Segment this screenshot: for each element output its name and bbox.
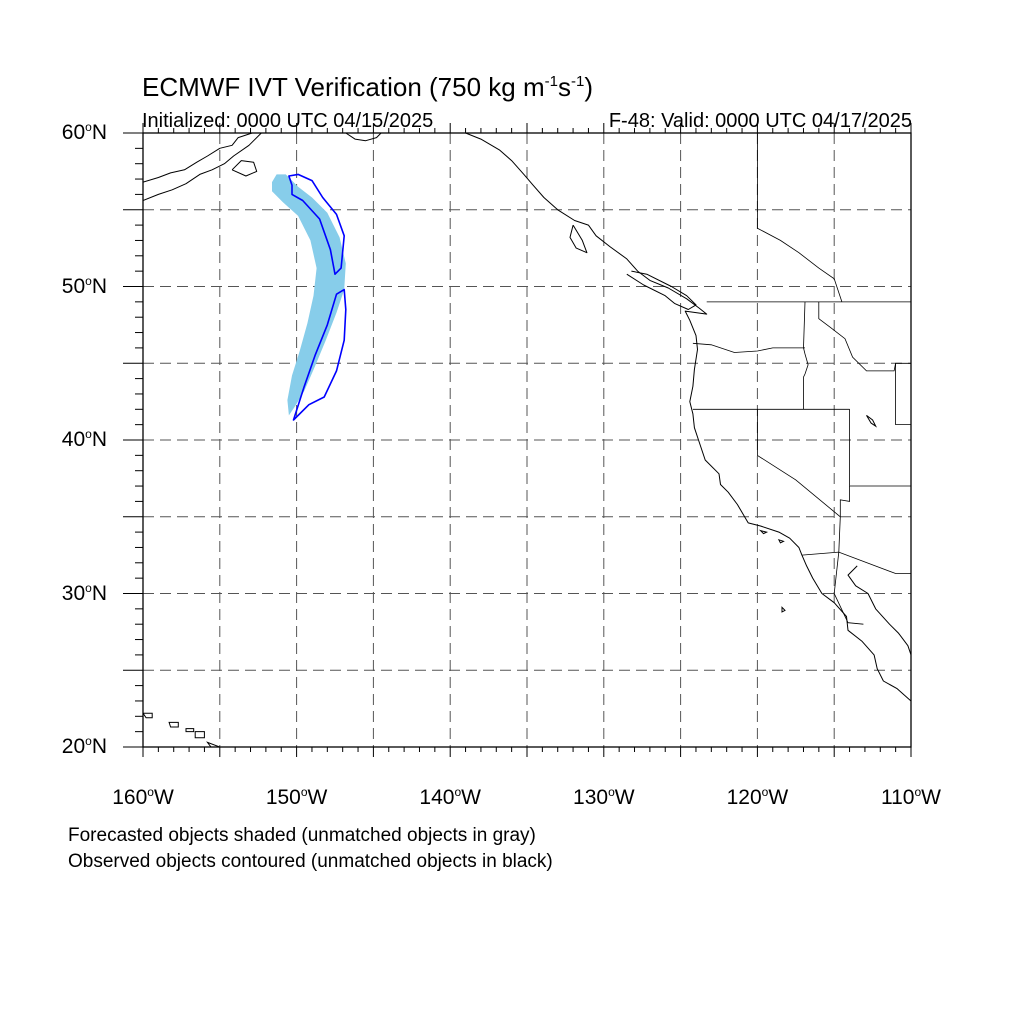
legend-forecast-note: Forecasted objects shaded (unmatched obj… xyxy=(68,825,536,846)
state-boundary xyxy=(757,133,843,303)
lon-label: 120oW xyxy=(726,785,789,809)
observed-ivt-contour-south xyxy=(292,288,347,421)
coastline xyxy=(626,270,697,310)
lat-label: 20oN xyxy=(61,734,107,758)
island xyxy=(168,721,179,728)
state-boundary xyxy=(757,409,841,553)
state-boundary xyxy=(801,551,911,574)
state-boundary xyxy=(818,301,911,372)
state-boundary xyxy=(849,409,911,487)
coastline xyxy=(231,160,258,177)
state-boundary xyxy=(692,342,805,353)
lat-label: 30oN xyxy=(61,580,107,605)
island xyxy=(758,529,769,535)
coastline xyxy=(910,133,911,143)
initialized-label: Initialized: 0000 UTC 04/15/2025 xyxy=(142,110,434,132)
observed-ivt-contour-north xyxy=(288,173,346,276)
lat-label: 60oN xyxy=(61,120,107,144)
state-boundary xyxy=(839,486,850,517)
state-boundary xyxy=(803,301,809,410)
axis-ticks xyxy=(123,123,912,757)
island xyxy=(781,606,786,613)
coastline xyxy=(847,565,911,656)
legend-observed-note: Observed objects contoured (unmatched ob… xyxy=(68,851,553,872)
lake xyxy=(866,415,877,428)
island xyxy=(777,538,785,544)
island xyxy=(143,712,153,719)
lon-label: 160oW xyxy=(112,785,174,809)
coastline xyxy=(143,133,262,201)
page-title: ECMWF IVT Verification (750 kg m-1s-1) xyxy=(142,72,593,102)
political-boundaries xyxy=(692,133,911,625)
coastline xyxy=(345,133,382,142)
island xyxy=(185,728,195,733)
forecast-ivt-object xyxy=(272,174,346,416)
lon-label: 150oW xyxy=(265,785,328,809)
coastline xyxy=(569,224,588,254)
lon-label: 110oW xyxy=(881,785,941,809)
lon-label: 130oW xyxy=(573,785,635,809)
lon-label: 140oW xyxy=(419,785,481,809)
graticule-grid xyxy=(143,133,911,747)
lat-label: 50oN xyxy=(61,273,107,298)
coastline xyxy=(465,133,911,702)
valid-time-label: F-48: Valid: 0000 UTC 04/17/2025 xyxy=(608,110,912,132)
island xyxy=(194,731,205,739)
state-boundary xyxy=(833,552,864,625)
coastline xyxy=(143,133,253,183)
coastlines xyxy=(143,133,911,747)
lat-label: 40oN xyxy=(61,427,107,451)
state-boundary xyxy=(895,363,911,426)
ivt-objects xyxy=(272,173,347,421)
